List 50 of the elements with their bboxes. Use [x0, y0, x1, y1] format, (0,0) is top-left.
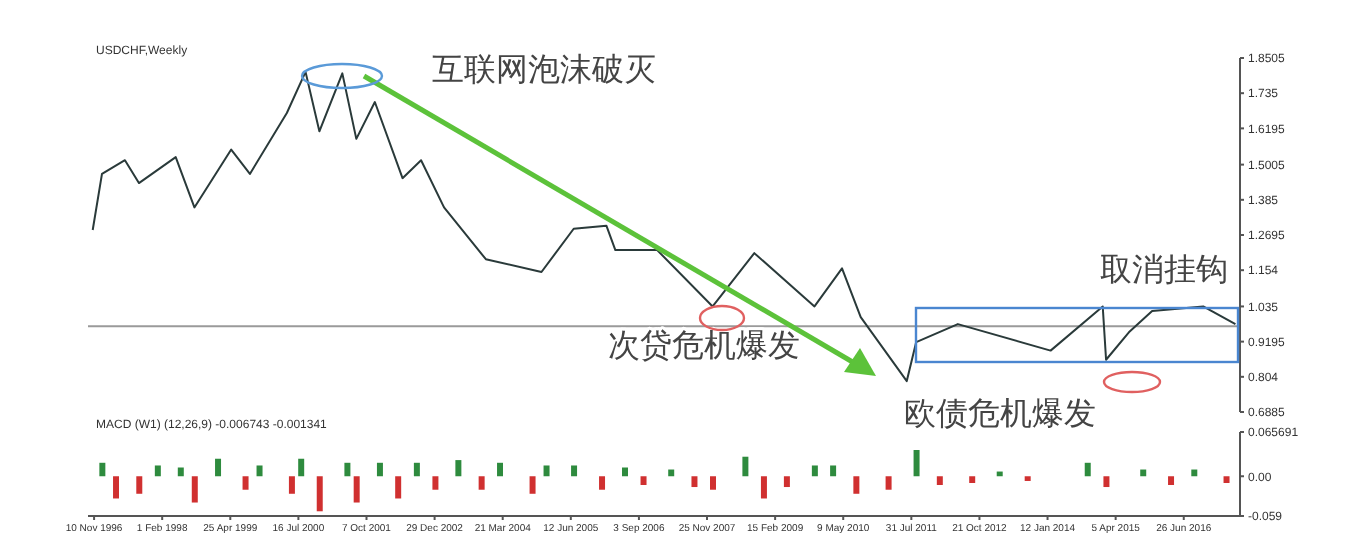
- annotation: 欧债危机爆发: [904, 396, 1096, 432]
- bar: [691, 476, 698, 488]
- bar: [830, 465, 837, 477]
- bar: [1223, 476, 1230, 483]
- annotation: 互联网泡沫破灭: [432, 52, 656, 88]
- bar: [811, 465, 818, 477]
- bar: [113, 476, 120, 499]
- bar: [177, 467, 184, 477]
- bar: [760, 476, 767, 499]
- bar: [353, 476, 360, 503]
- bar: [344, 462, 351, 477]
- bar: [668, 469, 675, 477]
- bar: [256, 465, 263, 477]
- bar: [621, 467, 628, 477]
- bar: [936, 476, 943, 486]
- bar: [1191, 469, 1198, 477]
- bar: [432, 476, 439, 490]
- bar: [885, 476, 892, 490]
- bar: [1140, 469, 1147, 477]
- bar: [136, 476, 143, 494]
- bar: [99, 462, 106, 477]
- bar: [640, 476, 647, 486]
- bar: [298, 458, 305, 477]
- bar: [316, 476, 323, 512]
- bar: [529, 476, 536, 494]
- bar: [969, 476, 976, 483]
- bar: [783, 476, 790, 488]
- bar: [742, 456, 749, 477]
- bar: [455, 460, 462, 477]
- bar: [1168, 476, 1175, 486]
- bar: [376, 462, 383, 477]
- bar: [571, 465, 578, 477]
- annotation: 次贷危机爆发: [608, 328, 800, 364]
- bar: [413, 462, 420, 477]
- bar: [1084, 462, 1091, 477]
- bar: [913, 449, 920, 477]
- bar: [710, 476, 717, 490]
- bar: [853, 476, 860, 494]
- bar: [154, 465, 161, 477]
- annotation: 取消挂钩: [1100, 252, 1228, 288]
- bar: [191, 476, 198, 503]
- bar: [543, 465, 550, 477]
- bar: [599, 476, 606, 490]
- bar: [1103, 476, 1110, 488]
- bar: [395, 476, 402, 499]
- bar: [478, 476, 485, 490]
- bar: [242, 476, 249, 490]
- bar: [497, 462, 504, 477]
- bar: [288, 476, 295, 494]
- bar: [215, 458, 222, 477]
